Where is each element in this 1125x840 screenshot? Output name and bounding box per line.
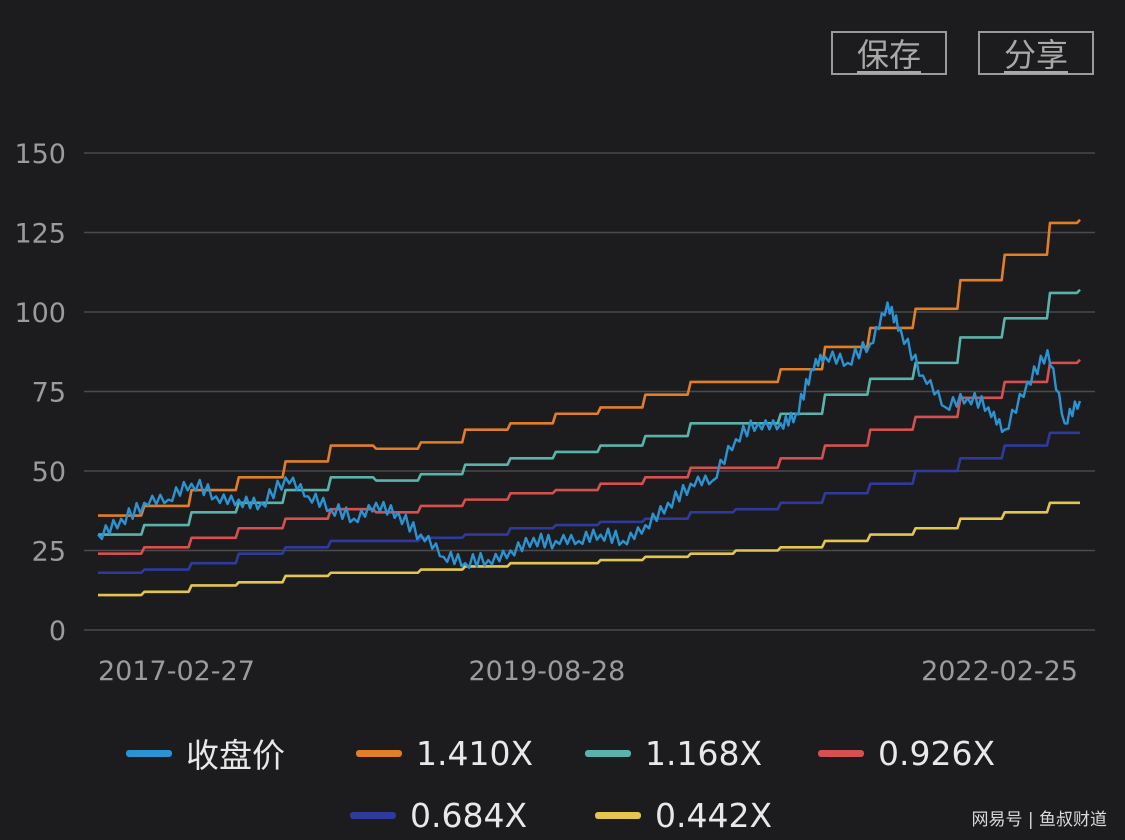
legend-label: 收盘价	[186, 736, 285, 775]
y-tick-label: 75	[32, 378, 66, 409]
series-line-1.410X	[98, 218, 1081, 517]
legend-swatch	[595, 811, 641, 819]
legend-swatch	[356, 749, 402, 757]
y-tick-label: 125	[14, 219, 66, 250]
line-chart: 0 25 50 75 100 125 150 2017-02-27 2019-08-28 2022…	[14, 139, 1095, 687]
legend-label: 1.410X	[416, 733, 534, 773]
save-button[interactable]: 保存	[831, 31, 947, 75]
legend-label: 0.442X	[655, 795, 773, 835]
y-tick-label: 0	[49, 616, 66, 647]
legend-item: 0.684X	[350, 795, 527, 835]
legend-swatch	[818, 749, 864, 757]
legend-swatch	[126, 749, 172, 757]
y-tick-label: 50	[32, 457, 66, 488]
legend-swatch	[585, 749, 631, 757]
series-line-price	[97, 301, 1082, 569]
y-tick-label: 100	[14, 298, 66, 329]
share-button[interactable]: 分享	[978, 31, 1094, 75]
legend-label: 0.684X	[410, 795, 528, 835]
legend-item: 1.168X	[585, 733, 762, 773]
series-line-0.926X	[98, 358, 1081, 555]
watermark: 网易号 | 鱼叔财道	[971, 810, 1107, 830]
x-tick-label: 2022-02-25	[921, 656, 1078, 687]
legend-item: 收盘价	[126, 733, 285, 775]
legend-label: 0.926X	[878, 733, 996, 773]
y-tick-label: 150	[14, 139, 66, 170]
series-line-0.442X	[98, 501, 1080, 597]
legend-label: 1.168X	[645, 733, 763, 773]
legend-swatch	[350, 811, 396, 819]
legend-item: 1.410X	[356, 733, 533, 773]
series-line-1.168X	[98, 288, 1081, 536]
x-tick-label: 2017-02-27	[98, 656, 255, 687]
legend-item: 0.442X	[595, 795, 772, 835]
x-tick-label: 2019-08-28	[468, 656, 625, 687]
y-tick-label: 25	[32, 537, 66, 568]
legend-item: 0.926X	[818, 733, 995, 773]
series-line-0.684X	[98, 431, 1080, 575]
